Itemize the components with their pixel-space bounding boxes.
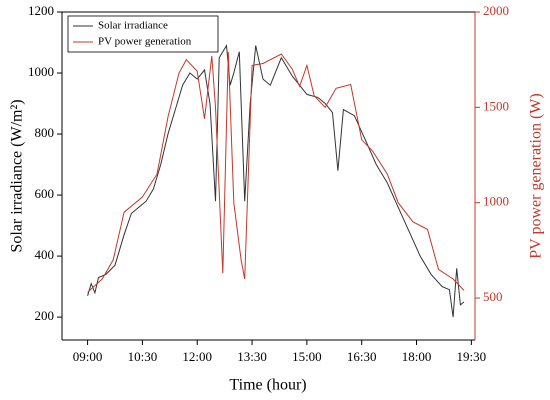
y2-tick-label: 2000 (483, 3, 509, 18)
y-axis-label: Solar irradiance (W/m²) (9, 99, 26, 252)
series-line (87, 44, 465, 318)
y2-tick-label: 1000 (483, 194, 509, 209)
x-tick-label: 10:30 (128, 349, 158, 364)
y-tick-label: 200 (35, 308, 55, 323)
x-tick-label: 15:00 (292, 349, 322, 364)
x-tick-label: 13:30 (237, 349, 267, 364)
legend-box (67, 15, 219, 53)
y-tick-label: 800 (35, 125, 55, 140)
x-axis-label: Time (hour) (229, 377, 306, 394)
y2-tick-label: 1500 (483, 98, 509, 113)
x-tick-label: 19:30 (457, 349, 487, 364)
x-tick-label: 12:00 (182, 349, 212, 364)
x-tick-label: 09:00 (73, 349, 103, 364)
legend-label: PV power generation (98, 36, 192, 48)
y2-axis-label: PV power generation (W) (528, 93, 545, 258)
y-tick-label: 1000 (28, 64, 54, 79)
series-line (87, 51, 465, 293)
y-tick-label: 1200 (28, 3, 54, 18)
x-tick-label: 16:30 (347, 349, 377, 364)
y-tick-label: 400 (35, 247, 55, 262)
x-tick-label: 18:00 (402, 349, 432, 364)
y2-tick-label: 500 (483, 289, 503, 304)
y-tick-label: 600 (35, 186, 55, 201)
legend-label: Solar irradiance (98, 20, 168, 32)
